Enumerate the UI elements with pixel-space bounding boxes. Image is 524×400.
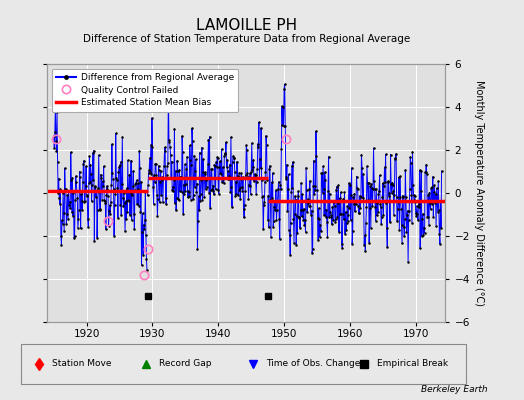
Text: LAMOILLE PH: LAMOILLE PH	[196, 18, 297, 33]
Legend: Difference from Regional Average, Quality Control Failed, Estimated Station Mean: Difference from Regional Average, Qualit…	[52, 68, 238, 112]
Text: Difference of Station Temperature Data from Regional Average: Difference of Station Temperature Data f…	[83, 34, 410, 44]
Text: Record Gap: Record Gap	[159, 360, 212, 368]
Text: Berkeley Earth: Berkeley Earth	[421, 385, 487, 394]
Text: Empirical Break: Empirical Break	[377, 360, 449, 368]
Text: Time of Obs. Change: Time of Obs. Change	[266, 360, 361, 368]
Y-axis label: Monthly Temperature Anomaly Difference (°C): Monthly Temperature Anomaly Difference (…	[474, 80, 484, 306]
Text: Station Move: Station Move	[52, 360, 112, 368]
